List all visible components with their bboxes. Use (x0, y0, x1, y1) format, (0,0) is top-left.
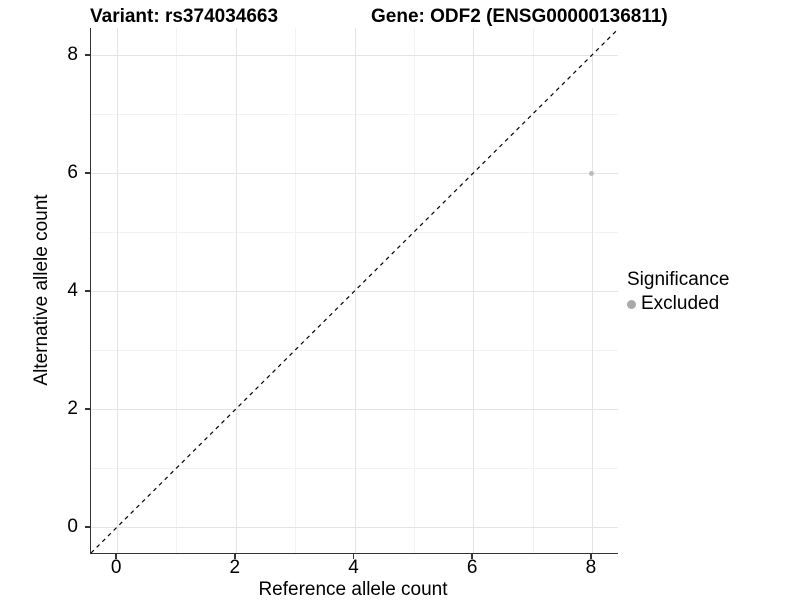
grid-line-major-y (91, 173, 618, 175)
grid-line-minor-x (413, 28, 415, 553)
data-point (589, 170, 595, 176)
legend-entry: Excluded (627, 293, 729, 315)
y-tick-label: 6 (67, 162, 78, 184)
x-tick-mark (352, 554, 355, 559)
y-tick-label: 4 (67, 280, 78, 302)
legend-entries: Excluded (627, 293, 729, 315)
legend-entry-label: Excluded (641, 293, 720, 314)
legend-title: Significance (627, 269, 730, 290)
x-tick-label: 6 (466, 557, 478, 578)
x-tick-label: 2 (229, 557, 241, 578)
grid-line-major-y (91, 55, 618, 57)
grid-line-minor-x (295, 28, 297, 553)
y-tick-mark (85, 526, 90, 528)
plot-panel (90, 28, 619, 554)
x-tick-label: 8 (585, 557, 597, 578)
x-axis-title: Reference allele count (258, 579, 448, 600)
plot-title-variant: Variant: rs374034663 (90, 6, 279, 27)
y-tick-mark (85, 54, 90, 56)
x-tick-label: 0 (110, 557, 122, 578)
grid-line-major-y (91, 527, 618, 529)
grid-line-major-x (235, 28, 237, 553)
grid-line-major-x (591, 28, 593, 553)
grid-line-major-x (117, 28, 119, 553)
y-tick-mark (85, 172, 90, 174)
y-tick-label: 8 (67, 44, 78, 66)
grid-line-minor-x (176, 28, 178, 553)
x-tick-mark (590, 554, 592, 559)
y-tick-mark (85, 408, 90, 410)
plot-title-gene: Gene: ODF2 (ENSG00000136811) (371, 6, 668, 27)
x-tick-mark (471, 554, 473, 559)
y-tick-mark (85, 290, 90, 292)
y-axis-title: Alternative allele count (31, 194, 52, 386)
identity-reference-line (90, 28, 619, 554)
grid-line-major-x (354, 28, 356, 553)
x-tick-label: 4 (348, 557, 359, 578)
x-tick-mark (234, 554, 236, 559)
legend-point-icon (627, 299, 636, 309)
x-tick-mark (115, 554, 117, 559)
y-tick-label: 0 (67, 516, 78, 538)
legend: Significance Excluded (627, 269, 729, 315)
grid-line-minor-x (532, 28, 534, 553)
grid-line-major-x (473, 28, 475, 553)
grid-line-major-y (91, 409, 618, 411)
y-tick-label: 2 (67, 398, 78, 420)
